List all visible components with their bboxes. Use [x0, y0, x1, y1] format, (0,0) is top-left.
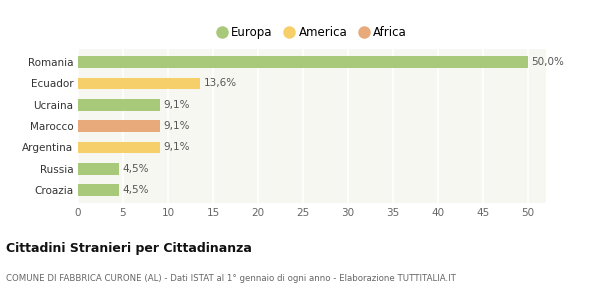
Bar: [78, 184, 119, 196]
Text: COMUNE DI FABBRICA CURONE (AL) - Dati ISTAT al 1° gennaio di ogni anno - Elabora: COMUNE DI FABBRICA CURONE (AL) - Dati IS…: [6, 274, 456, 283]
Text: 9,1%: 9,1%: [163, 100, 190, 110]
Text: 50,0%: 50,0%: [532, 57, 565, 67]
Text: 9,1%: 9,1%: [163, 121, 190, 131]
Legend: Europa, America, Africa: Europa, America, Africa: [212, 21, 412, 44]
Bar: [78, 78, 200, 89]
Text: Cittadini Stranieri per Cittadinanza: Cittadini Stranieri per Cittadinanza: [6, 242, 252, 255]
Bar: [78, 99, 160, 111]
Bar: [78, 142, 160, 153]
Bar: [78, 163, 119, 175]
Text: 4,5%: 4,5%: [122, 164, 149, 174]
Text: 4,5%: 4,5%: [122, 185, 149, 195]
Text: 9,1%: 9,1%: [163, 142, 190, 153]
Bar: [78, 56, 528, 68]
Bar: [78, 120, 160, 132]
Text: 13,6%: 13,6%: [204, 79, 237, 88]
